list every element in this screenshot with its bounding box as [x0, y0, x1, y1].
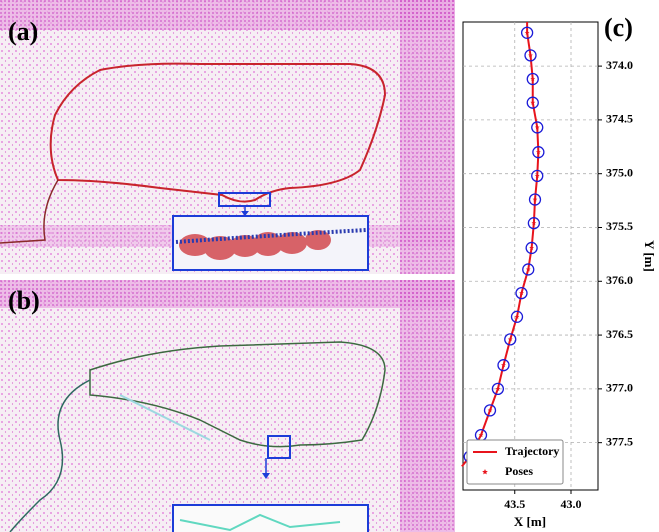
- y-tick-label: 375.0: [606, 165, 633, 179]
- panel-label: (c): [604, 13, 633, 42]
- point-cloud: [0, 280, 455, 532]
- y-tick-label: 377.5: [606, 434, 633, 448]
- panel-label: (b): [8, 286, 40, 315]
- y-tick-label: 377.0: [606, 381, 633, 395]
- panel-a: [0, 0, 455, 274]
- x-tick-label: 43.5: [504, 497, 525, 511]
- y-tick-label: 374.5: [606, 112, 633, 126]
- point-cloud-edge: [0, 0, 455, 30]
- panel-b: [0, 280, 455, 532]
- y-tick-label: 376.5: [606, 327, 633, 341]
- y-tick-label: 374.0: [606, 58, 633, 72]
- figure: (a) (b) (c) X [m] Y [m] 374.0 374.5 375.0 3…: [0, 0, 659, 532]
- legend-label: Trajectory: [505, 444, 559, 458]
- y-tick-label: 375.5: [606, 219, 633, 233]
- point-cloud-edge: [400, 280, 455, 532]
- x-axis-label: X [m]: [514, 514, 546, 529]
- point-cloud-edge: [0, 280, 455, 308]
- legend-label: Poses: [505, 464, 533, 478]
- y-axis-label: Y [m]: [642, 240, 657, 272]
- panel-label: (a): [8, 17, 38, 46]
- x-tick-label: 43.0: [561, 497, 582, 511]
- y-tick-label: 376.0: [606, 273, 633, 287]
